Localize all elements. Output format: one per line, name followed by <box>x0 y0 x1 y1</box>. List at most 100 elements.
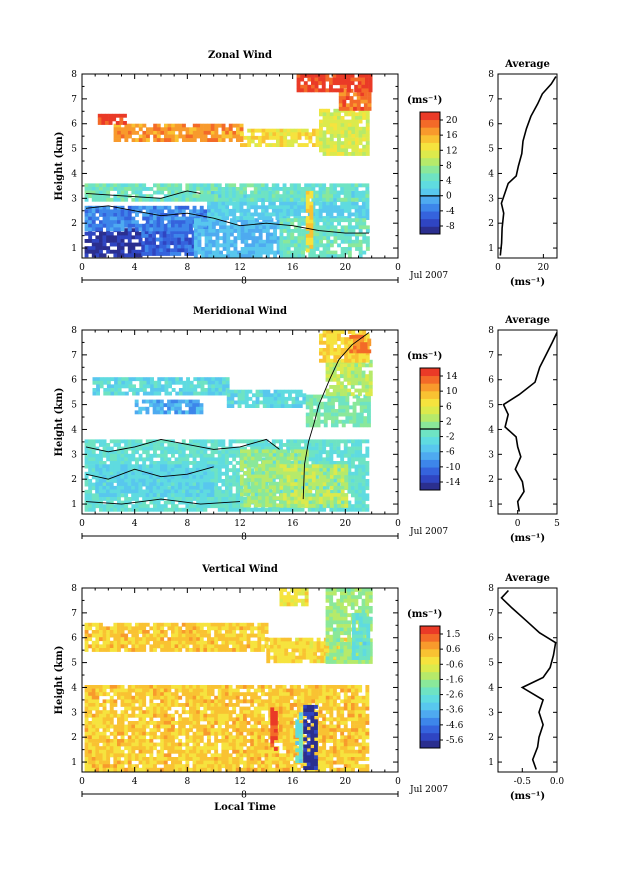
heat-cell <box>232 446 237 451</box>
heat-cell <box>297 503 302 508</box>
heat-cell <box>113 489 118 494</box>
heat-cell <box>177 237 182 242</box>
heat-cell <box>142 380 147 385</box>
profile-x-tick-label: 20 <box>538 263 550 273</box>
heat-cell <box>279 187 283 191</box>
heat-cell <box>358 507 363 512</box>
heat-cell <box>286 197 291 202</box>
heat-cell <box>225 183 229 188</box>
heat-cell <box>315 135 320 140</box>
heat-cell <box>88 239 93 243</box>
heat-cell <box>365 141 370 146</box>
heat-cell <box>145 220 150 225</box>
heat-cell <box>326 123 331 128</box>
heat-cell <box>117 439 121 444</box>
heat-cell <box>160 439 165 444</box>
heat-cell <box>88 443 93 447</box>
heat-cell <box>282 201 287 206</box>
heat-cell <box>294 449 298 454</box>
heat-cell <box>361 500 366 505</box>
heat-cell <box>135 249 139 254</box>
heat-cell <box>191 252 196 256</box>
heat-cell <box>354 208 359 213</box>
heat-cell <box>271 190 276 195</box>
heat-cell <box>358 250 363 255</box>
heat-cell <box>108 121 113 125</box>
heat-cell <box>127 500 132 505</box>
heat-cell <box>84 464 89 469</box>
heat-cell <box>219 229 223 233</box>
heat-cell <box>358 254 363 259</box>
heat-cell <box>308 478 313 483</box>
heat-cell <box>235 208 240 213</box>
heat-cell <box>142 478 146 483</box>
heat-cell <box>293 236 298 241</box>
heat-cell <box>289 461 294 465</box>
heat-cell <box>363 106 368 111</box>
heat-cell <box>98 467 103 472</box>
heat-cell <box>319 496 323 501</box>
heat-cell <box>361 439 366 444</box>
heat-cell <box>367 419 371 424</box>
heat-cell <box>322 507 327 512</box>
heat-cell <box>290 503 295 508</box>
heat-cell <box>250 496 255 501</box>
heat-cell <box>257 183 262 188</box>
heat-cell <box>362 144 367 149</box>
heat-cell <box>240 250 245 255</box>
heat-cell <box>293 218 298 223</box>
heat-cell <box>254 485 259 490</box>
heat-cell <box>286 201 291 206</box>
heat-cell <box>217 450 222 455</box>
heat-cell <box>99 253 103 258</box>
heat-cell <box>127 246 132 251</box>
heat-cell <box>174 497 179 501</box>
heat-cell <box>358 453 363 458</box>
heat-cell <box>286 500 291 505</box>
heat-cell <box>315 457 319 462</box>
heat-cell <box>221 205 226 210</box>
heat-cell <box>139 380 144 385</box>
heat-cell <box>214 482 219 487</box>
heat-cell <box>304 464 309 469</box>
heat-cell <box>296 84 301 89</box>
heat-cell <box>253 187 258 191</box>
heat-cell <box>109 475 114 479</box>
heat-cell <box>106 231 111 236</box>
heat-cell <box>145 443 150 447</box>
heat-cell <box>95 187 100 191</box>
heat-cell <box>311 187 316 191</box>
heat-cell <box>319 108 323 113</box>
heat-cell <box>255 243 259 248</box>
heat-cell <box>219 243 223 248</box>
heat-cell <box>283 481 288 486</box>
heat-cell <box>326 108 331 113</box>
heat-cell <box>188 241 192 246</box>
heat-cell <box>307 77 312 82</box>
heat-cell <box>192 497 197 501</box>
heat-cell <box>186 391 190 396</box>
heat-cell <box>170 464 175 469</box>
heat-cell <box>142 205 147 210</box>
heat-cell <box>167 475 172 479</box>
heat-cell <box>290 250 295 255</box>
heat-cell <box>120 485 125 490</box>
heat-cell <box>319 482 323 487</box>
heat-cell <box>217 194 222 199</box>
heat-cell <box>307 446 312 451</box>
heat-cell <box>362 218 367 223</box>
heat-cell <box>365 471 370 476</box>
heat-cell <box>262 218 267 223</box>
heat-cell <box>279 478 284 483</box>
heat-cell <box>177 248 182 253</box>
heat-cell <box>250 449 255 454</box>
heat-cell <box>247 225 252 230</box>
heat-cell <box>271 208 276 213</box>
heat-cell <box>297 446 301 451</box>
heat-cell <box>152 406 157 411</box>
heat-cell <box>279 443 283 447</box>
heat-cell <box>138 493 143 497</box>
heat-cell <box>354 388 359 393</box>
heat-cell <box>288 396 292 401</box>
heat-cell <box>261 449 266 454</box>
